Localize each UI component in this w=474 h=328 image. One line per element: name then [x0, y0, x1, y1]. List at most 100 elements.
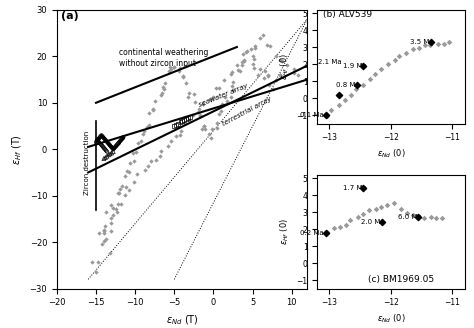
Point	[109, 147, 117, 152]
Point	[180, 118, 187, 123]
Point	[229, 88, 237, 93]
Point	[182, 116, 190, 122]
Point	[421, 42, 429, 48]
Point	[93, 138, 100, 143]
Point	[109, 206, 117, 211]
Point	[130, 150, 137, 155]
Point	[427, 39, 435, 45]
Point	[95, 140, 103, 145]
Point	[95, 135, 103, 141]
Point	[111, 145, 118, 150]
Point	[427, 42, 434, 47]
Point	[145, 110, 153, 115]
Point	[100, 228, 108, 233]
Point	[107, 250, 114, 255]
Point	[247, 46, 255, 51]
Point	[409, 213, 417, 218]
Point	[106, 143, 114, 148]
Point	[176, 133, 184, 138]
Text: (a): (a)	[61, 11, 79, 21]
Point	[269, 86, 277, 91]
Point	[141, 168, 149, 173]
Point	[117, 137, 125, 143]
Point	[115, 140, 122, 145]
Point	[378, 220, 385, 225]
Point	[174, 121, 182, 126]
Point	[395, 53, 402, 59]
Point	[283, 63, 291, 68]
Point	[103, 154, 111, 159]
Point	[89, 259, 96, 264]
Point	[114, 190, 122, 195]
Point	[228, 95, 235, 100]
Point	[377, 66, 384, 72]
Point	[212, 86, 220, 91]
Point	[346, 217, 354, 223]
Text: 1.7 Ma: 1.7 Ma	[343, 185, 366, 192]
Text: continental weathering
without zircon input: continental weathering without zircon in…	[119, 48, 209, 68]
Point	[172, 133, 180, 139]
Point	[240, 58, 248, 63]
Point	[109, 212, 117, 217]
Point	[157, 148, 165, 154]
Point	[99, 143, 106, 149]
Point	[347, 92, 355, 97]
Point	[140, 129, 148, 134]
Point	[109, 149, 117, 154]
Point	[115, 190, 122, 195]
Y-axis label: $\varepsilon_{Hf}$ (T): $\varepsilon_{Hf}$ (T)	[10, 134, 24, 165]
Point	[94, 137, 101, 142]
Point	[96, 134, 104, 140]
Point	[101, 147, 109, 152]
Text: Zircon destruction: Zircon destruction	[84, 131, 90, 195]
Point	[208, 135, 215, 140]
Point	[228, 70, 236, 75]
Point	[102, 210, 109, 215]
Point	[342, 97, 349, 103]
Point	[336, 225, 344, 230]
Point	[335, 102, 343, 107]
Point	[185, 90, 192, 95]
Point	[243, 49, 250, 54]
Point	[119, 135, 127, 141]
Point	[391, 57, 399, 63]
Point	[365, 207, 373, 213]
Point	[278, 58, 285, 63]
Point	[191, 99, 199, 104]
Point	[119, 135, 127, 141]
Point	[99, 133, 106, 139]
Point	[103, 139, 111, 144]
Point	[165, 69, 173, 74]
Point	[250, 56, 258, 62]
Point	[170, 64, 177, 70]
Point	[97, 141, 104, 147]
Point	[119, 134, 127, 140]
Point	[99, 134, 107, 140]
Point	[291, 70, 298, 75]
Point	[420, 215, 428, 220]
Point	[101, 137, 109, 143]
Point	[366, 77, 374, 82]
Point	[105, 141, 112, 146]
Point	[432, 215, 440, 220]
Point	[353, 87, 360, 92]
Point	[241, 57, 248, 62]
Point	[101, 155, 109, 160]
Point	[196, 113, 203, 118]
Point	[206, 97, 213, 102]
Point	[238, 63, 246, 68]
Point	[145, 122, 153, 128]
Point	[104, 140, 111, 145]
Point	[254, 72, 262, 77]
Point	[228, 84, 235, 89]
X-axis label: $\varepsilon_{Nd}$ (0): $\varepsilon_{Nd}$ (0)	[376, 313, 405, 325]
Point	[119, 134, 127, 140]
Point	[255, 66, 263, 72]
Point	[415, 45, 422, 51]
Point	[100, 238, 108, 243]
Point	[249, 54, 256, 59]
Point	[201, 123, 208, 128]
Point	[235, 68, 242, 73]
Point	[239, 51, 246, 56]
Point	[184, 115, 192, 120]
